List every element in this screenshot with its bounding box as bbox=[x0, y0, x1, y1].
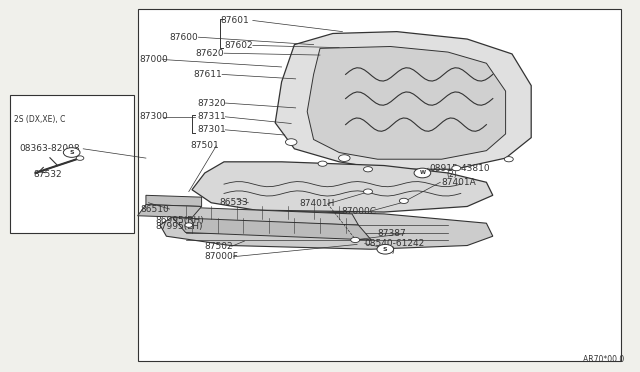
Text: 87601: 87601 bbox=[221, 16, 250, 25]
Text: 87320: 87320 bbox=[197, 99, 226, 108]
Text: (2): (2) bbox=[447, 170, 458, 179]
Circle shape bbox=[351, 237, 360, 243]
Circle shape bbox=[318, 161, 327, 166]
Text: 87000: 87000 bbox=[140, 55, 168, 64]
Text: 08540-61242: 08540-61242 bbox=[365, 239, 425, 248]
Text: 87401H: 87401H bbox=[300, 199, 335, 208]
Text: 87995(LH): 87995(LH) bbox=[155, 222, 202, 231]
Polygon shape bbox=[138, 205, 202, 218]
Polygon shape bbox=[275, 32, 531, 169]
Text: S: S bbox=[383, 247, 388, 252]
Text: 87301: 87301 bbox=[197, 125, 226, 134]
Text: 2S (DX,XE), C: 2S (DX,XE), C bbox=[14, 115, 65, 124]
Text: (1): (1) bbox=[384, 246, 395, 255]
Text: 86510: 86510 bbox=[141, 205, 170, 214]
Circle shape bbox=[364, 167, 372, 172]
Text: S: S bbox=[69, 150, 74, 155]
Text: 87300: 87300 bbox=[140, 112, 168, 121]
Bar bbox=[10, 95, 134, 232]
Polygon shape bbox=[192, 162, 493, 212]
Circle shape bbox=[377, 244, 394, 254]
Circle shape bbox=[452, 166, 461, 171]
Text: 87600: 87600 bbox=[170, 33, 198, 42]
Text: AR70*00 0: AR70*00 0 bbox=[583, 355, 624, 364]
Circle shape bbox=[76, 156, 84, 160]
Circle shape bbox=[339, 155, 350, 161]
Circle shape bbox=[285, 139, 297, 145]
Text: 87502: 87502 bbox=[205, 242, 234, 251]
Circle shape bbox=[185, 223, 193, 227]
Text: 87000F: 87000F bbox=[205, 252, 239, 261]
Text: 87620: 87620 bbox=[195, 49, 224, 58]
Polygon shape bbox=[307, 46, 506, 159]
Text: 08915-43810: 08915-43810 bbox=[429, 164, 490, 173]
Polygon shape bbox=[173, 218, 371, 240]
Circle shape bbox=[399, 198, 408, 203]
Text: W: W bbox=[419, 170, 426, 176]
Circle shape bbox=[414, 168, 431, 178]
Text: 87532: 87532 bbox=[33, 170, 62, 179]
Text: 87401A: 87401A bbox=[442, 178, 476, 187]
Polygon shape bbox=[146, 195, 202, 206]
Text: 87602: 87602 bbox=[224, 41, 253, 50]
Bar bbox=[138, 9, 621, 361]
Text: 87611: 87611 bbox=[193, 70, 222, 79]
Circle shape bbox=[504, 157, 513, 162]
Text: 87000C: 87000C bbox=[342, 207, 377, 216]
Text: 87311: 87311 bbox=[197, 112, 226, 121]
Circle shape bbox=[63, 148, 80, 157]
Text: 87387: 87387 bbox=[378, 229, 406, 238]
Text: 86995(RH): 86995(RH) bbox=[155, 216, 204, 225]
Polygon shape bbox=[160, 208, 493, 249]
Text: 86533: 86533 bbox=[220, 198, 248, 207]
Text: 08363-82098: 08363-82098 bbox=[19, 144, 80, 153]
Polygon shape bbox=[166, 206, 358, 225]
Circle shape bbox=[364, 189, 372, 194]
Text: 87501: 87501 bbox=[191, 141, 220, 150]
